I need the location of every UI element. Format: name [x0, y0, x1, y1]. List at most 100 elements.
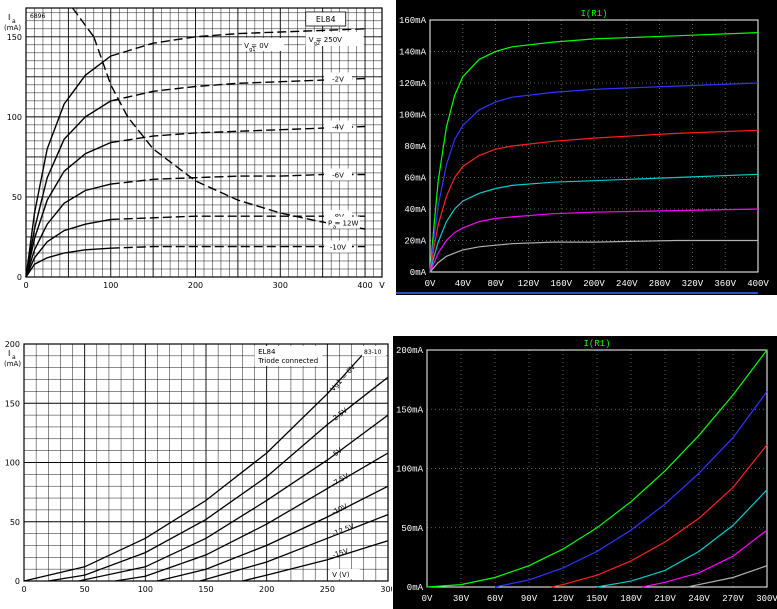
chart-background [396, 0, 777, 295]
x-tick-label: 100 [138, 585, 153, 594]
y-tick-label: 0mA [407, 583, 424, 593]
datasheet-chart-triode-svg: 050100150200250300050100150200Ia(mA)Vg1 … [4, 340, 392, 594]
y-tick-label: 200 [5, 340, 20, 349]
plot-frame [23, 343, 389, 582]
x-tick-label: 60V [487, 594, 504, 604]
series-curve [78, 414, 389, 582]
x-tick-label: 270V [722, 594, 744, 604]
chart-code: 83-10 [364, 349, 382, 356]
chart-subtitle: Triode connected [257, 357, 318, 365]
x-tick-label: 200 [259, 585, 274, 594]
y-tick-label: 50mA [401, 524, 423, 534]
x-axis-label: V (V) [332, 571, 350, 579]
y-tick-label: 100mA [399, 111, 427, 121]
series-curve-dashed [110, 77, 366, 102]
x-tick-label: 300 [380, 585, 392, 594]
series-curve-solid [25, 55, 112, 278]
y-axis-unit: (mA) [4, 360, 21, 368]
x-tick-label: 200V [583, 279, 605, 289]
x-tick-label: 0V [422, 594, 433, 604]
series-trace [429, 129, 759, 273]
spice-chart-pentode: 0V 40V 80V 120V 160V 200V 240V 280V 320V 360V 400V… [396, 0, 777, 295]
series-trace [429, 173, 759, 273]
series-curve-solid [25, 183, 111, 278]
series-curve [114, 452, 389, 582]
x-tick-label: 400 [357, 281, 372, 290]
x-tick-label: 0V [425, 279, 436, 289]
series-curve-dashed [110, 245, 365, 249]
series-curve-solid [25, 218, 111, 278]
y-axis-unit: (mA) [4, 24, 21, 32]
y-tick-label: 100 [5, 459, 20, 468]
dissipation-curve [93, 36, 366, 230]
y-tick-label: 50 [12, 193, 22, 202]
y-tick-label: 40mA [404, 205, 426, 215]
header-bg [254, 346, 323, 366]
screen-label-bg [305, 32, 364, 46]
x-tick-label: 30V [453, 594, 470, 604]
g1-label-bg [242, 38, 285, 51]
y-tick-label: 20mA [404, 237, 426, 247]
chart-title: I(R1) [580, 9, 607, 19]
y-tick-label: 120mA [399, 79, 427, 89]
y-axis-label: I [8, 349, 10, 358]
series-curve-solid [25, 141, 112, 278]
x-tick-label: 250 [320, 585, 335, 594]
x-tick-label: 400V [747, 279, 769, 289]
x-tick-label: 120V [518, 279, 540, 289]
y-tick-label: 0 [15, 577, 20, 586]
y-axis-label: I [8, 13, 10, 22]
x-tick-label: 160V [550, 279, 572, 289]
y-tick-label: 160mA [399, 16, 427, 26]
series-curve [199, 513, 389, 582]
series-label: -12.5V [331, 522, 355, 538]
series-trace [429, 32, 759, 273]
x-tick-label: 240V [688, 594, 710, 604]
y-tick-label: 0mA [410, 268, 427, 278]
x-tick-label: 210V [654, 594, 676, 604]
tube-name: EL84 [316, 15, 336, 24]
x-tick-label: 90V [521, 594, 538, 604]
dissipation-label-sub: a [333, 225, 336, 231]
x-tick-label: 200 [188, 281, 203, 290]
series-curve-dashed [110, 215, 365, 221]
y-tick-label: 150 [5, 399, 20, 408]
datasheet-chart-pentode-svg: 0100200300400V050100150Ia(mA)-2V-4V-6V-8… [4, 7, 385, 290]
x-tick-label: 80V [487, 279, 504, 289]
chart-title: I(R1) [583, 339, 610, 349]
series-label: -6V [332, 172, 344, 180]
series-label: Vg1 = 0V [329, 363, 357, 393]
datasheet-chart-pentode: 0100200300400V050100150Ia(mA)-2V-4V-6V-8… [0, 0, 395, 295]
dissipation-curve-top [72, 7, 95, 38]
spice-chart-triode: 0V 30V 60V 90V 120V 150V 180V 210V 240V 270V 300V 0… [393, 336, 777, 609]
x-tick-label: 50 [80, 585, 90, 594]
y-tick-label: 50 [10, 518, 20, 527]
tube-label-box [305, 11, 347, 27]
x-tick-label: 0 [21, 585, 26, 594]
series-trace [429, 239, 758, 273]
series-label-bg [324, 72, 352, 85]
x-tick-label: 300 [273, 281, 288, 290]
x-tick-label: 300V [756, 594, 777, 604]
x-tick-label: 360V [714, 279, 736, 289]
series-trace [426, 349, 768, 588]
series-trace [596, 489, 768, 588]
spice-chart-triode-svg: 0V 30V 60V 90V 120V 150V 180V 210V 240V 270V 300V 0… [393, 336, 777, 609]
dissipation-label: P = 12W [328, 220, 358, 228]
y-axis-label-sub: a [12, 18, 16, 25]
series-trace [687, 565, 768, 588]
series-curve [48, 376, 389, 582]
series-label: -5V [330, 446, 344, 460]
g1-voltage-label: V = 0V [244, 42, 269, 50]
x-tick-label: 180V [620, 594, 642, 604]
series-curve [157, 485, 389, 582]
screen-voltage-sub: g2 [314, 41, 320, 47]
series-label-bg [324, 168, 352, 181]
series-label: -10V [330, 244, 346, 252]
series-label: -4V [332, 123, 344, 131]
y-tick-label: 150mA [396, 405, 424, 415]
dissipation-label-bg [326, 216, 360, 229]
series-trace [494, 391, 768, 588]
y-tick-label: 60mA [404, 174, 426, 184]
chart-background [393, 336, 777, 609]
